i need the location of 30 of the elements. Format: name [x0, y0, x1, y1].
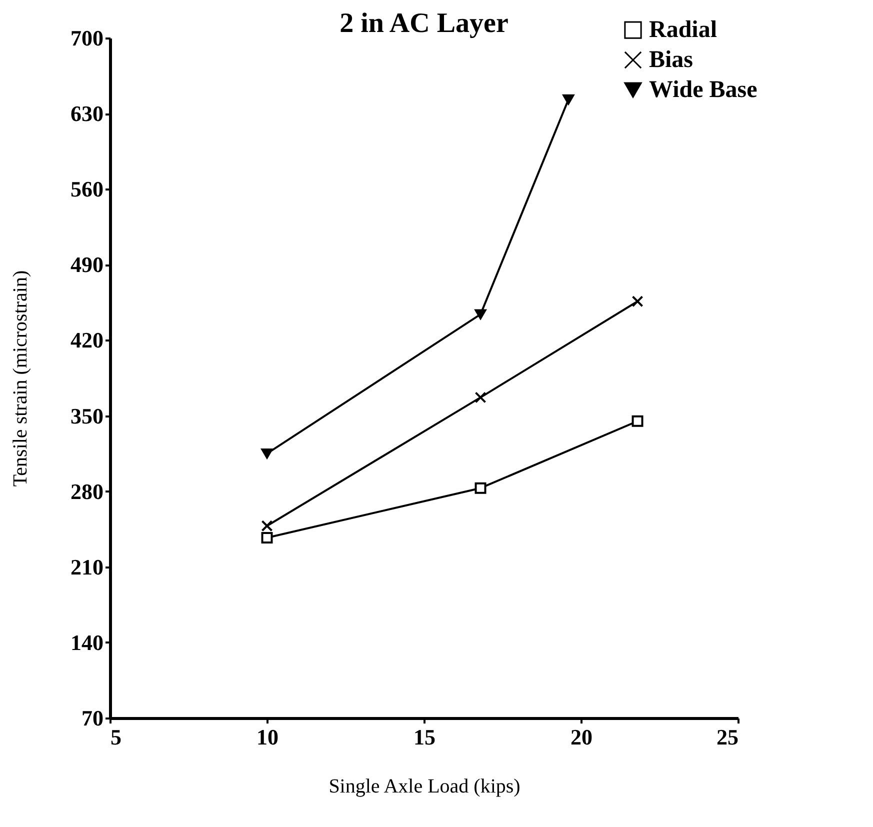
y-tick-label: 490	[70, 252, 104, 278]
legend-label: Wide Base	[649, 77, 758, 103]
point	[474, 392, 486, 404]
y-tick-label: 420	[70, 328, 104, 353]
point	[474, 309, 486, 320]
point	[632, 415, 644, 427]
y-tick-label: 350	[70, 403, 104, 428]
x-tick-label: 15	[414, 724, 436, 750]
point	[562, 94, 574, 105]
legend-label: Radial	[649, 17, 718, 43]
x-tick-label: 10	[256, 724, 278, 750]
y-tick-label: 210	[70, 554, 104, 580]
point	[632, 296, 644, 308]
y-tick-label: 280	[70, 478, 104, 504]
point	[261, 520, 273, 532]
x-tick-label: 20	[570, 724, 592, 750]
x-tick-label: 25	[716, 724, 738, 750]
y-tick-label: 630	[70, 101, 104, 126]
y-tick-label: 70	[82, 706, 104, 730]
y-axis-title: Tensile strain (microstrain)	[10, 270, 32, 487]
x-tick-label: 5	[110, 724, 122, 750]
point	[474, 482, 486, 494]
chart-title: 2 in AC Layer	[340, 8, 508, 39]
y-tick-label: 140	[70, 630, 104, 655]
point	[261, 448, 273, 459]
point	[261, 532, 273, 544]
legend-label: Bias	[649, 47, 694, 73]
y-tick-label: 560	[70, 176, 104, 202]
y-tick-label: 700	[70, 26, 104, 50]
x-axis-title: Single Axle Load (kips)	[328, 776, 520, 798]
